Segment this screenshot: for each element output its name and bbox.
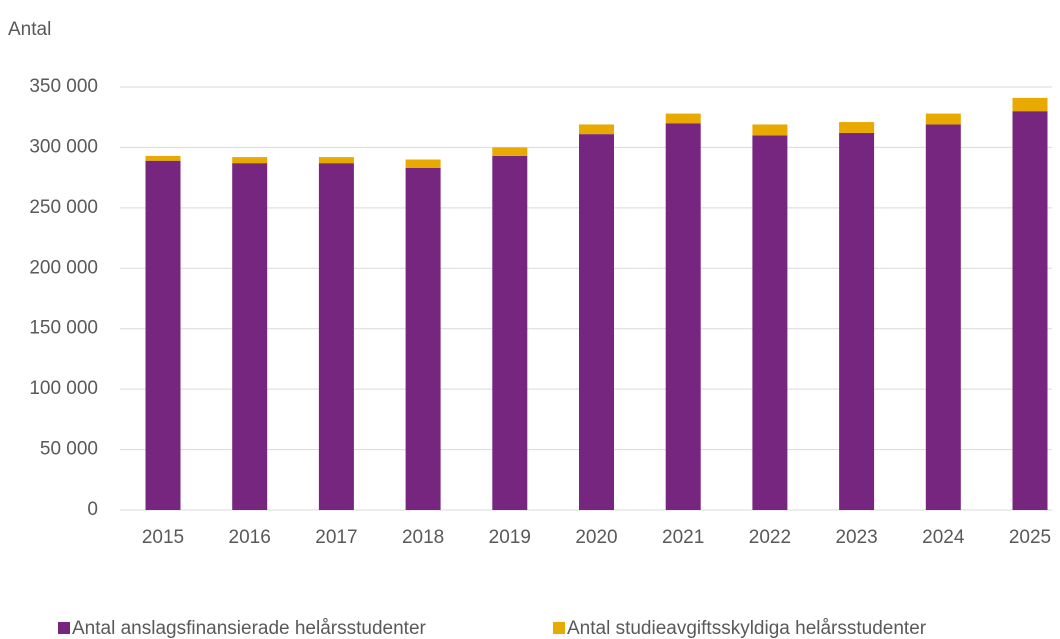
y-tick-label: 50 000 xyxy=(40,439,98,460)
legend-swatch xyxy=(58,622,70,634)
bar-segment xyxy=(405,159,441,168)
bar-segment xyxy=(318,163,354,510)
bar-segment xyxy=(752,135,788,511)
bar-segment xyxy=(232,163,268,510)
bar-segment xyxy=(839,132,875,510)
legend-label: Antal studieavgiftsskyldiga helårsstuden… xyxy=(567,618,927,639)
bar-segment xyxy=(839,122,875,133)
bar-segment xyxy=(405,167,441,510)
y-tick-label: 100 000 xyxy=(29,378,98,399)
y-tick-label: 150 000 xyxy=(29,318,98,339)
x-tick-label: 2025 xyxy=(1009,527,1051,548)
bar-segment xyxy=(318,157,354,164)
y-tick-label: 250 000 xyxy=(29,197,98,218)
bar-segment xyxy=(492,147,528,156)
bar-segment xyxy=(492,155,528,511)
bar-segment xyxy=(752,124,788,136)
bar-segment xyxy=(145,155,181,161)
bar-segment xyxy=(232,157,268,164)
y-tick-label: 350 000 xyxy=(29,76,98,97)
bar-segment xyxy=(665,123,701,510)
y-tick-label: 300 000 xyxy=(29,136,98,157)
bar-segment xyxy=(925,113,961,125)
x-tick-label: 2024 xyxy=(922,527,965,548)
bar-segment xyxy=(665,113,701,124)
bar-segment xyxy=(925,124,961,511)
bar-segment xyxy=(579,134,614,511)
y-axis-label: Antal xyxy=(8,19,51,40)
x-tick-label: 2021 xyxy=(662,527,704,548)
bar-segment xyxy=(145,160,181,511)
legend-swatch xyxy=(553,622,565,634)
x-tick-label: 2017 xyxy=(315,527,357,548)
bar-segment xyxy=(1012,111,1048,511)
y-tick-label: 200 000 xyxy=(29,257,98,278)
x-tick-label: 2020 xyxy=(575,527,617,548)
x-tick-label: 2019 xyxy=(489,527,531,548)
y-tick-label: 0 xyxy=(87,499,98,520)
bar-segment xyxy=(1012,97,1048,112)
x-tick-label: 2022 xyxy=(749,527,791,548)
x-tick-label: 2016 xyxy=(229,527,271,548)
bar-segment xyxy=(579,124,614,135)
x-tick-label: 2023 xyxy=(835,527,877,548)
x-tick-label: 2015 xyxy=(142,527,184,548)
legend-label: Antal anslagsfinansierade helårsstudente… xyxy=(72,618,427,639)
x-tick-label: 2018 xyxy=(402,527,444,548)
